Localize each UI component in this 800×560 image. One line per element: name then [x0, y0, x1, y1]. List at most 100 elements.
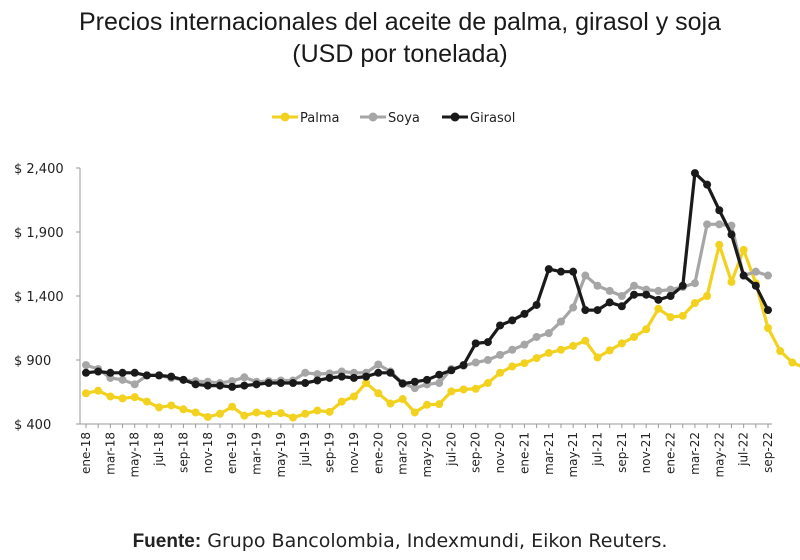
data-point-girasol	[483, 338, 492, 347]
data-point-soya	[520, 340, 529, 349]
data-point-palma	[82, 389, 90, 398]
data-point-girasol	[252, 380, 261, 389]
data-point-soya	[544, 329, 553, 338]
x-tick-label: sep-20	[469, 432, 483, 473]
x-tick-label: jul-18	[152, 432, 166, 467]
x-tick-label: may-18	[128, 432, 142, 478]
data-point-palma	[313, 406, 322, 415]
x-tick-label: jul-21	[591, 432, 605, 467]
data-point-palma	[447, 387, 456, 396]
data-point-girasol	[605, 298, 614, 307]
data-point-palma	[215, 409, 224, 418]
data-point-palma	[435, 400, 444, 409]
legend-label-palma: Palma	[300, 111, 339, 126]
legend-marker-soya	[368, 112, 378, 122]
data-point-girasol	[410, 377, 419, 386]
series-line-palma	[85, 243, 800, 420]
data-point-girasol	[191, 380, 200, 389]
data-point-soya	[228, 377, 237, 386]
data-point-girasol	[362, 372, 371, 381]
x-tick-label: mar-18	[103, 432, 117, 475]
data-point-girasol	[581, 306, 590, 315]
x-tick-label: mar-22	[688, 432, 702, 475]
data-point-girasol	[569, 267, 578, 276]
data-point-palma	[690, 299, 699, 308]
data-point-palma	[106, 392, 115, 401]
data-point-soya	[435, 379, 444, 388]
data-point-girasol	[374, 368, 383, 377]
x-tick-label: may-21	[566, 432, 580, 478]
data-point-soya	[617, 292, 626, 300]
data-point-soya	[703, 220, 712, 229]
data-point-soya	[301, 368, 310, 377]
data-point-palma	[362, 379, 371, 388]
x-tick-label: jul-22	[737, 432, 751, 467]
x-tick-label: mar-20	[396, 432, 410, 475]
y-tick-label: $ 400	[14, 418, 51, 433]
data-point-soya	[690, 279, 699, 288]
data-point-girasol	[471, 339, 480, 348]
data-point-girasol	[155, 371, 164, 380]
data-point-palma	[264, 409, 273, 418]
data-point-palma	[776, 347, 785, 356]
data-point-soya	[313, 370, 322, 379]
data-point-palma	[167, 401, 176, 410]
data-point-palma	[130, 393, 139, 402]
data-point-palma	[788, 358, 797, 367]
data-point-girasol	[167, 372, 176, 381]
data-point-girasol	[349, 373, 358, 382]
data-point-palma	[228, 402, 237, 411]
data-point-palma	[179, 405, 188, 414]
data-point-girasol	[289, 379, 298, 388]
data-point-girasol	[301, 379, 310, 388]
y-tick-label: $ 1,400	[14, 290, 64, 305]
data-point-soya	[240, 373, 249, 382]
data-point-palma	[118, 394, 127, 403]
data-point-palma	[337, 397, 346, 406]
data-point-girasol	[337, 372, 346, 381]
series-line-girasol	[85, 171, 770, 389]
data-point-palma	[532, 354, 541, 363]
data-point-girasol	[203, 381, 212, 390]
data-point-palma	[459, 385, 468, 394]
data-point-girasol	[106, 368, 115, 377]
data-point-girasol	[544, 265, 553, 274]
data-point-girasol	[715, 206, 724, 215]
data-point-girasol	[593, 306, 602, 315]
line-chart: $ 400 $ 900 $ 1,400 $ 1,900 $ 2,400 ene-18 mar…	[14, 111, 800, 478]
x-tick-label: nov-20	[493, 432, 507, 473]
data-point-palma	[325, 407, 334, 416]
x-tick-label: nov-18	[201, 432, 215, 473]
data-point-soya	[556, 317, 565, 326]
data-point-soya	[374, 360, 383, 369]
data-point-girasol	[556, 267, 565, 276]
x-tick-label: nov-21	[639, 432, 653, 473]
data-point-girasol	[459, 361, 468, 370]
x-tick-label: jul-19	[298, 432, 312, 467]
data-point-girasol	[496, 321, 505, 330]
data-point-palma	[423, 400, 431, 409]
data-point-palma	[374, 389, 383, 398]
data-point-soya	[654, 286, 663, 295]
data-point-palma	[191, 408, 200, 417]
chart-subtitle: (USD por tonelada)	[292, 40, 508, 68]
data-point-girasol	[642, 290, 651, 299]
x-tick-label: ene-18	[79, 432, 93, 474]
data-point-palma	[630, 332, 639, 341]
data-point-palma	[617, 339, 626, 348]
data-point-soya	[410, 384, 419, 393]
data-point-girasol	[240, 381, 249, 390]
x-tick-label: ene-19	[225, 432, 239, 474]
data-point-soya	[483, 356, 492, 364]
data-point-girasol	[435, 370, 444, 379]
data-point-soya	[130, 380, 139, 389]
data-point-girasol	[654, 295, 663, 304]
source-text: Grupo Bancolombia, Indexmundi, Eikon Reu…	[201, 530, 668, 552]
data-point-palma	[410, 408, 419, 417]
data-point-palma	[276, 409, 285, 418]
data-point-soya	[666, 285, 675, 294]
data-point-soya	[715, 220, 724, 229]
data-point-soya	[508, 345, 517, 354]
data-point-soya	[118, 375, 127, 384]
data-point-girasol	[727, 230, 736, 239]
